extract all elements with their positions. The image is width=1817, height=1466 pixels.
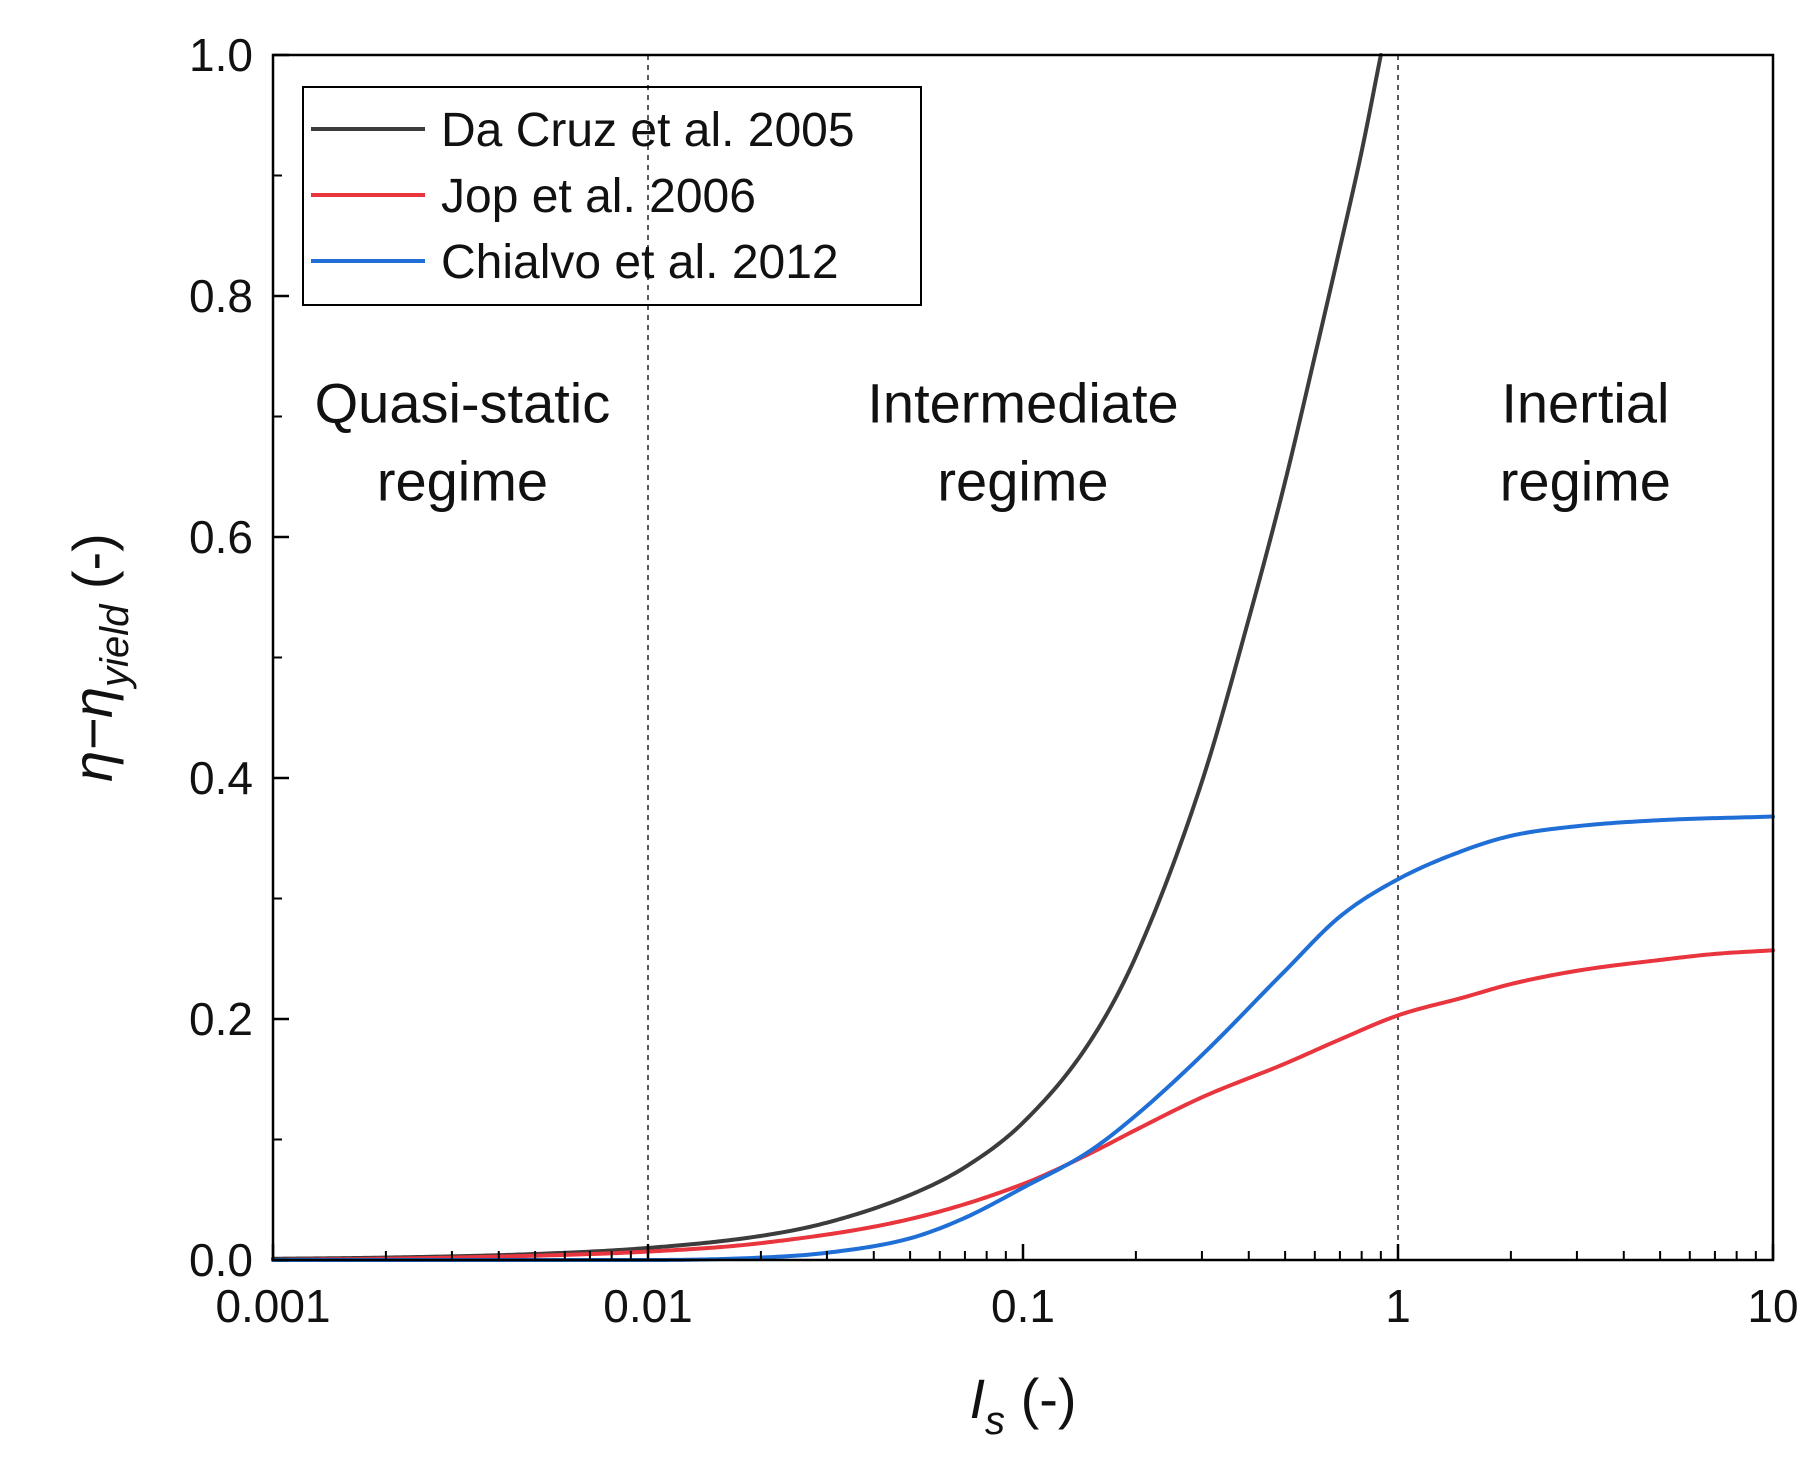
y-tick-label: 0.6	[189, 511, 253, 563]
axis-labels: Is (-) η−ηyield (-)	[61, 533, 1077, 1443]
legend-box	[302, 86, 922, 306]
x-tick-label: 0.001	[215, 1280, 330, 1332]
regime-label-2: regime	[937, 450, 1108, 513]
axis-ticks: 0.001 0.01 0.1 1 10 0.0 0.2 0.4 0.6 0.8 1.0	[189, 29, 1799, 1332]
y-axis-label: η−ηyield (-)	[61, 533, 137, 782]
regime-label-1: regime	[377, 450, 548, 513]
legend-label: Da Cruz et al. 2005	[441, 104, 855, 157]
legend-label: Jop et al. 2006	[441, 170, 756, 223]
regime-label-3: regime	[1500, 450, 1671, 513]
x-tick-label: 1	[1385, 1280, 1411, 1332]
legend: Da Cruz et al. 2005 Jop et al. 2006 Chialv…	[302, 86, 922, 306]
reference-lines	[647, 55, 1399, 1260]
legend-label: Chialvo et al. 2012	[441, 236, 839, 289]
regime-label-1: Quasi-static	[315, 372, 611, 435]
x-tick-label: 0.01	[603, 1280, 693, 1332]
x-axis-label: Is (-)	[969, 1367, 1076, 1443]
x-tick-label: 10	[1747, 1280, 1798, 1332]
y-tick-label: 0.4	[189, 752, 253, 804]
x-tick-label: 0.1	[991, 1280, 1055, 1332]
series-line-2	[271, 948, 1775, 1262]
regime-label-2: Intermediate	[867, 372, 1178, 435]
y-tick-label: 1.0	[189, 29, 253, 81]
regime-label-3: Inertial	[1501, 372, 1669, 435]
y-tick-label: 0.0	[189, 1234, 253, 1286]
y-tick-label: 0.8	[189, 270, 253, 322]
y-tick-label: 0.2	[189, 993, 253, 1045]
regime-labels: Quasi-static regime Intermediate regime Iner…	[315, 372, 1671, 513]
